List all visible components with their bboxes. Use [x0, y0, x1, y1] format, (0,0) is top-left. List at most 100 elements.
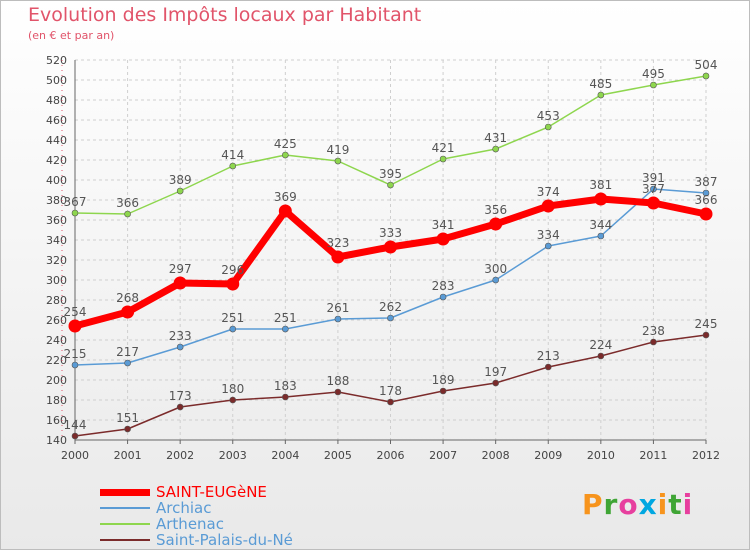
y-tick-label: 140	[46, 434, 67, 447]
y-tick-label: 440	[46, 134, 67, 147]
data-point-saint-eug-ne	[489, 217, 503, 231]
data-label-saint-palais-du-n-: 178	[379, 384, 402, 398]
data-point-arthenac	[334, 157, 342, 165]
data-point-saint-eug-ne	[173, 276, 187, 290]
data-point-saint-palais-du-n-	[439, 387, 447, 395]
y-tick-label: 380	[46, 194, 67, 207]
data-label-saint-palais-du-n-: 188	[326, 374, 349, 388]
data-label-arthenac: 421	[432, 141, 455, 155]
legend-swatch-archiac	[100, 507, 150, 509]
data-label-saint-palais-du-n-: 183	[274, 379, 297, 393]
data-label-saint-palais-du-n-: 224	[589, 338, 612, 352]
data-point-archiac	[492, 276, 499, 284]
data-label-saint-palais-du-n-: 245	[695, 317, 718, 331]
chart-subtitle: (en € et par an)	[28, 29, 115, 42]
y-tick-label: 500	[46, 74, 67, 87]
y-tick-label: 240	[46, 334, 67, 347]
data-label-saint-eug-ne: 254	[64, 305, 87, 319]
data-point-archiac	[439, 293, 447, 301]
legend-swatch-saint-eugene	[100, 488, 150, 496]
x-tick-label: 2006	[377, 449, 405, 462]
legend-label-archiac: Archiac	[156, 499, 212, 517]
y-tick-label: 300	[46, 274, 67, 287]
data-label-archiac: 283	[432, 279, 455, 293]
data-label-arthenac: 485	[589, 77, 612, 91]
data-point-arthenac	[176, 187, 184, 195]
data-point-arthenac	[387, 181, 394, 189]
y-tick-label: 280	[46, 294, 67, 307]
logo-letter: i	[657, 488, 669, 521]
data-point-archiac	[334, 315, 342, 323]
data-label-saint-eug-ne: 297	[169, 262, 192, 276]
x-tick-label: 2003	[219, 449, 247, 462]
data-point-arthenac	[702, 72, 710, 80]
y-tick-label: 520	[46, 54, 67, 67]
data-point-saint-eug-ne	[121, 305, 135, 319]
data-label-archiac: 215	[64, 347, 87, 361]
data-point-saint-eug-ne	[699, 207, 713, 221]
logo-letter: r	[603, 488, 619, 521]
data-label-saint-palais-du-n-: 189	[432, 373, 455, 387]
data-label-archiac: 344	[589, 218, 612, 232]
data-point-saint-palais-du-n-	[597, 352, 605, 360]
data-label-saint-palais-du-n-: 180	[221, 382, 244, 396]
data-point-saint-palais-du-n-	[282, 393, 289, 401]
legend-item-arthenac[interactable]: Arthenac	[100, 515, 224, 533]
legend-item-saint-palais[interactable]: Saint-Palais-du-Né	[100, 531, 293, 549]
data-label-saint-palais-du-n-: 238	[642, 324, 665, 338]
data-label-saint-eug-ne: 356	[484, 203, 507, 217]
data-label-saint-palais-du-n-: 173	[169, 389, 192, 403]
logo-letter: x	[638, 488, 658, 521]
data-label-arthenac: 453	[537, 109, 560, 123]
data-label-saint-eug-ne: 377	[642, 182, 665, 196]
data-label-saint-eug-ne: 374	[537, 185, 560, 199]
data-point-arthenac	[492, 145, 499, 153]
data-label-archiac: 334	[537, 228, 560, 242]
data-label-saint-eug-ne: 341	[432, 218, 455, 232]
data-point-saint-palais-du-n-	[650, 338, 657, 346]
data-point-arthenac	[124, 210, 131, 218]
legend-label-saint-eugene: SAINT-EUGèNE	[156, 483, 267, 501]
data-label-archiac: 387	[695, 175, 718, 189]
y-tick-label: 200	[46, 374, 67, 387]
data-label-saint-eug-ne: 333	[379, 226, 402, 240]
data-point-archiac	[71, 361, 79, 369]
data-label-saint-palais-du-n-: 213	[537, 349, 560, 363]
data-point-arthenac	[439, 155, 447, 163]
x-tick-label: 2001	[114, 449, 142, 462]
data-label-arthenac: 366	[116, 196, 139, 210]
data-label-archiac: 262	[379, 300, 402, 314]
data-point-saint-eug-ne	[594, 192, 608, 206]
data-point-saint-eug-ne	[226, 277, 240, 291]
legend-swatch-saint-palais	[100, 539, 150, 541]
data-point-arthenac	[597, 91, 605, 99]
y-tick-label: 400	[46, 174, 67, 187]
data-point-saint-palais-du-n-	[492, 379, 499, 387]
legend-swatch-arthenac	[100, 523, 150, 525]
data-label-arthenac: 425	[274, 137, 297, 151]
x-tick-label: 2004	[271, 449, 299, 462]
data-label-arthenac: 504	[695, 58, 718, 72]
legend-item-saint-eugene[interactable]: SAINT-EUGèNE	[100, 483, 267, 501]
legend-label-saint-palais: Saint-Palais-du-Né	[156, 531, 293, 549]
data-label-arthenac: 431	[484, 131, 507, 145]
logo-letter: t	[668, 488, 683, 521]
legend-item-archiac[interactable]: Archiac	[100, 499, 212, 517]
data-label-arthenac: 367	[64, 195, 87, 209]
data-label-archiac: 217	[116, 345, 139, 359]
data-label-saint-eug-ne: 296	[221, 263, 244, 277]
legend-label-arthenac: Arthenac	[156, 515, 224, 533]
data-point-archiac	[702, 189, 710, 197]
data-label-arthenac: 414	[221, 148, 244, 162]
logo-letter: i	[682, 488, 694, 521]
logo-letter: P	[582, 488, 604, 521]
y-tick-label: 260	[46, 314, 67, 327]
data-point-arthenac	[229, 162, 237, 170]
data-point-archiac	[176, 343, 184, 351]
y-tick-label: 420	[46, 154, 67, 167]
data-point-saint-palais-du-n-	[387, 398, 394, 406]
y-tick-label: 180	[46, 394, 67, 407]
data-point-arthenac	[282, 151, 289, 159]
y-tick-label: 160	[46, 414, 67, 427]
